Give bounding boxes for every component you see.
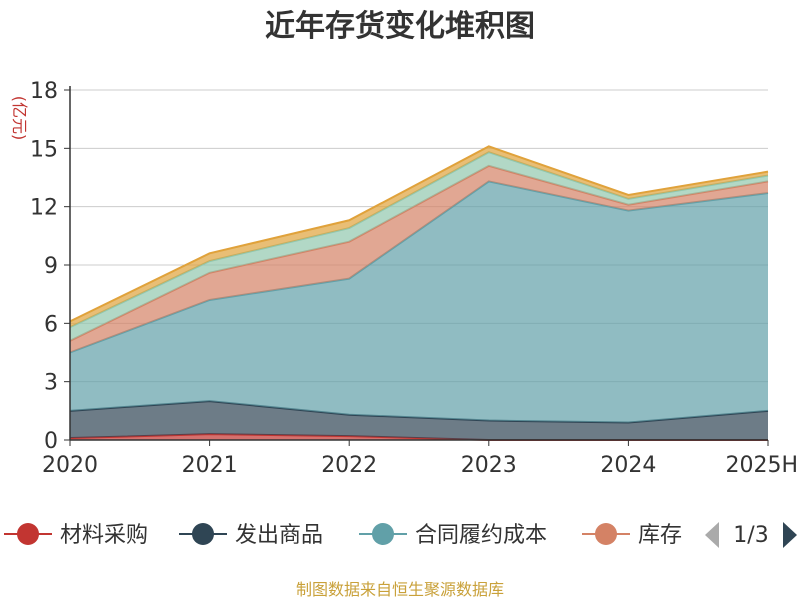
y-tick-label: 3 bbox=[44, 371, 58, 396]
legend-item[interactable]: 库存 bbox=[582, 523, 682, 548]
legend-label: 发出商品 bbox=[235, 523, 323, 548]
legend-item[interactable]: 合同履约成本 bbox=[359, 523, 547, 548]
legend-marker bbox=[372, 523, 394, 545]
area-series-2 bbox=[70, 181, 768, 423]
y-tick-label: 6 bbox=[44, 312, 58, 337]
x-tick-label: 2020 bbox=[42, 453, 98, 478]
y-tick-label: 12 bbox=[30, 196, 58, 221]
legend-page-indicator: 1/3 bbox=[733, 523, 768, 548]
area-line-series-5 bbox=[69, 145, 769, 323]
chart-title: 近年存货变化堆积图 bbox=[265, 9, 535, 44]
x-tick-label: 2024 bbox=[600, 453, 656, 478]
y-tick-label: 0 bbox=[44, 429, 58, 454]
legend-item[interactable]: 发出商品 bbox=[179, 523, 323, 548]
axes bbox=[69, 86, 768, 441]
x-tick-label: 2023 bbox=[461, 453, 517, 478]
legend-marker bbox=[17, 523, 39, 545]
source-note: 制图数据来自恒生聚源数据库 bbox=[296, 580, 504, 599]
legend: 材料采购 发出商品 合同履约成本 库存 bbox=[4, 523, 682, 548]
y-tick-label: 18 bbox=[30, 79, 58, 104]
x-tick-label: 2021 bbox=[182, 453, 238, 478]
legend-marker bbox=[595, 523, 617, 545]
y-tick-label: 9 bbox=[44, 254, 58, 279]
legend-item[interactable]: 材料采购 bbox=[4, 523, 148, 548]
area-series-1 bbox=[70, 401, 768, 440]
legend-marker bbox=[192, 523, 214, 545]
prev-page-icon[interactable] bbox=[705, 522, 719, 548]
next-page-icon[interactable] bbox=[783, 522, 797, 548]
legend-label: 库存 bbox=[638, 523, 682, 548]
stacked-areas bbox=[69, 145, 769, 441]
y-axis-unit: (亿元) bbox=[10, 96, 29, 141]
legend-pager: 1/3 bbox=[705, 522, 797, 548]
legend-label: 材料采购 bbox=[60, 523, 148, 548]
x-tick-labels: 2020 2021 2022 2023 2024 2025H bbox=[42, 440, 798, 478]
x-tick-label: 2025H bbox=[725, 453, 798, 478]
y-tick-label: 15 bbox=[30, 137, 58, 162]
y-tick-labels: 0 3 6 9 12 15 18 bbox=[30, 79, 58, 454]
x-tick-label: 2022 bbox=[321, 453, 377, 478]
legend-label: 合同履约成本 bbox=[415, 523, 547, 548]
